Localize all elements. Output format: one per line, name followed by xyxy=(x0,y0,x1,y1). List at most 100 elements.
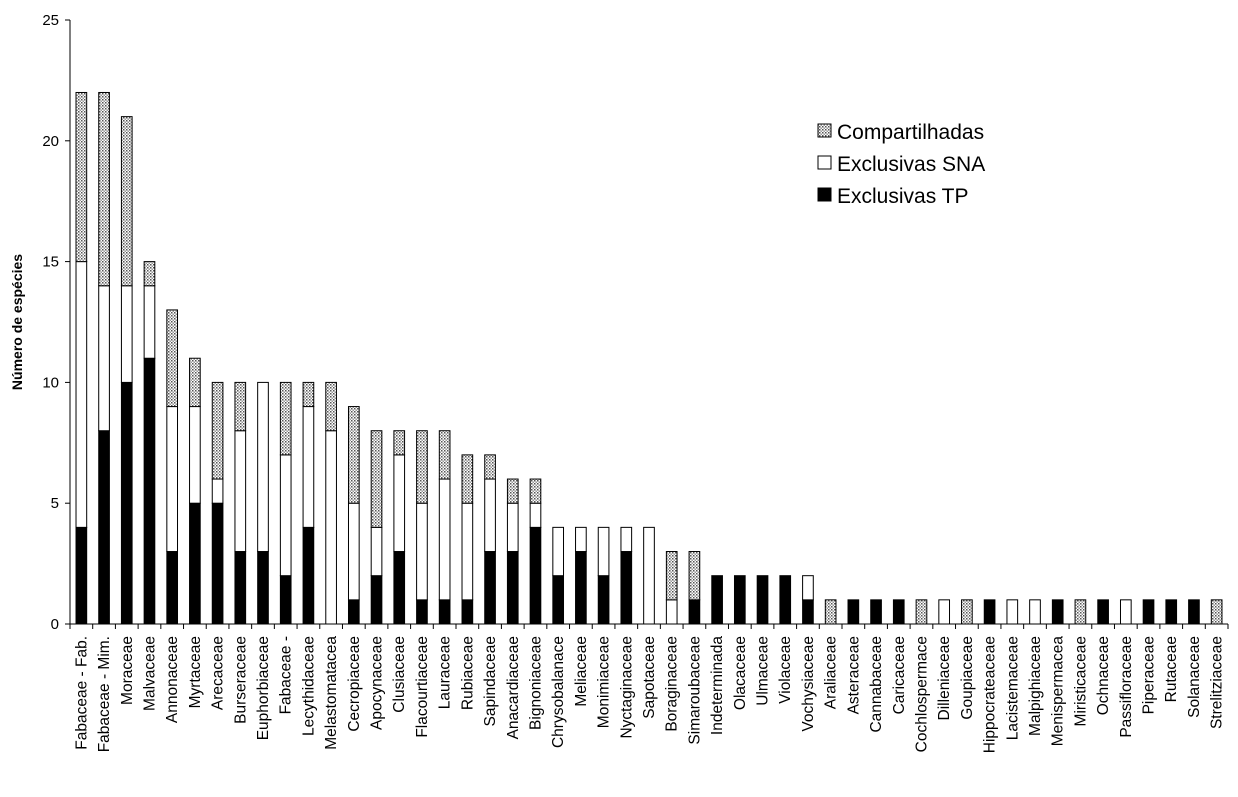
x-tick-label: Caricaceae xyxy=(891,636,908,714)
legend-label: Exclusivas SNA xyxy=(837,153,985,176)
bar-segment-exclusivas-sna xyxy=(1029,599,1041,625)
bar-segment-compartilhadas xyxy=(347,406,360,504)
bar-segment-exclusivas-sna xyxy=(257,381,269,553)
bar-segment-exclusivas-sna xyxy=(552,526,565,577)
x-tick-label: Myrtaceae xyxy=(187,636,204,708)
bar-segment-compartilhadas xyxy=(416,430,428,504)
bar-segment-compartilhadas xyxy=(279,381,292,456)
bar-segment-exclusivas-tp xyxy=(257,551,269,625)
bar-segment-exclusivas-sna xyxy=(75,261,88,528)
bar-segment-exclusivas-sna xyxy=(98,285,110,432)
bar-segment-exclusivas-tp xyxy=(416,599,428,625)
x-tick-label: Goupiaceae xyxy=(959,636,976,720)
legend-swatch xyxy=(817,123,832,138)
legend-swatch xyxy=(817,187,832,202)
bar-segment-exclusivas-tp xyxy=(461,599,474,625)
bar-segment-compartilhadas xyxy=(1074,599,1087,625)
bar-segment-exclusivas-tp xyxy=(234,551,247,625)
bar-segment-exclusivas-tp xyxy=(711,575,723,625)
x-tick-label: Hippocrateaceae xyxy=(982,636,999,753)
bar-segment-exclusivas-sna xyxy=(575,526,587,553)
x-tick-label: Malpighiaceae xyxy=(1027,636,1044,736)
bar-segment-exclusivas-tp xyxy=(983,599,996,625)
bar-segment-exclusivas-sna xyxy=(143,285,156,359)
legend-label: Exclusivas TP xyxy=(837,185,969,208)
bar-segment-exclusivas-sna xyxy=(1006,599,1019,625)
bar-segment-compartilhadas xyxy=(234,381,247,432)
x-tick-label: Olacaceae xyxy=(732,636,749,710)
x-tick-label: Moraceae xyxy=(119,636,136,705)
bar-segment-exclusivas-tp xyxy=(120,381,133,625)
x-tick-label: Boraginaceae xyxy=(664,636,681,732)
bar-segment-exclusivas-tp xyxy=(143,357,156,625)
x-tick-labels: Fabaceae - Fab. Fabaceae - Mim. Moraceae Ma… xyxy=(73,636,1225,754)
bar-segment-exclusivas-sna xyxy=(938,599,951,625)
x-tick-label: Fabaceae - xyxy=(278,636,295,714)
y-tick-label: 10 xyxy=(42,374,59,391)
bar-segment-compartilhadas xyxy=(393,430,406,456)
bar-segment-exclusivas-sna xyxy=(506,502,519,553)
x-tick-label: Nyctaginaceae xyxy=(618,636,635,739)
x-tick-label: Lauraceae xyxy=(437,636,454,709)
bar-segment-exclusivas-sna xyxy=(302,406,315,528)
bar-segment-exclusivas-tp xyxy=(575,551,587,625)
y-axis-label: Número de espécies xyxy=(9,254,25,390)
bar-segment-exclusivas-sna xyxy=(802,575,814,601)
bar-segment-compartilhadas xyxy=(1210,599,1223,625)
bar-segment-exclusivas-tp xyxy=(1142,599,1155,625)
x-tick-label: Vochysiaceae xyxy=(800,636,817,732)
x-tick-label: Meliaceae xyxy=(573,636,590,707)
x-tick-label: Asteraceae xyxy=(845,636,862,714)
bar-segment-exclusivas-tp xyxy=(802,599,814,625)
bar-segment-exclusivas-sna xyxy=(597,526,610,577)
bar-segment-exclusivas-sna xyxy=(325,430,337,625)
x-tick-label: Bignoniaceae xyxy=(527,636,544,730)
bar-segment-compartilhadas xyxy=(915,599,928,625)
bar-segment-exclusivas-tp xyxy=(870,599,882,625)
bar-segment-compartilhadas xyxy=(529,478,542,504)
x-tick-label: Malvaceae xyxy=(141,636,158,711)
bar-segment-compartilhadas xyxy=(325,381,337,432)
x-tick-label: Melastomatacea xyxy=(323,636,340,750)
bar-segment-exclusivas-tp xyxy=(279,575,292,625)
y-tick-label: 25 xyxy=(42,12,59,29)
x-tick-label: Miristicaceae xyxy=(1072,636,1089,726)
y-tick-label: 20 xyxy=(42,133,59,150)
bar-segment-exclusivas-tp xyxy=(370,575,383,625)
x-tick-label: Rutaceae xyxy=(1163,636,1180,702)
bar-segment-exclusivas-tp xyxy=(620,551,633,625)
bar-segment-exclusivas-tp xyxy=(506,551,519,625)
x-tick-label: Ochnaceae xyxy=(1095,636,1112,715)
bars xyxy=(75,91,1223,625)
bar-segment-exclusivas-tp xyxy=(484,551,496,625)
bar-segment-compartilhadas xyxy=(665,551,678,601)
bar-segment-compartilhadas xyxy=(166,309,179,408)
bar-segment-exclusivas-tp xyxy=(733,575,746,625)
bar-segment-exclusivas-sna xyxy=(1119,599,1132,625)
x-tick-label: Solanaceae xyxy=(1186,636,1203,718)
bar-segment-exclusivas-sna xyxy=(370,526,383,577)
bar-segment-exclusivas-tp xyxy=(779,575,792,625)
bar-segment-exclusivas-tp xyxy=(892,599,905,625)
x-tick-label: Fabaceae - Fab. xyxy=(73,636,90,750)
bar-segment-compartilhadas xyxy=(461,454,474,504)
bar-segment-exclusivas-sna xyxy=(189,406,201,504)
x-tick-label: Violaceae xyxy=(777,636,794,704)
bar-segment-exclusivas-sna xyxy=(166,406,179,553)
legend: Compartilhadas Exclusivas SNA Exclusivas T… xyxy=(817,121,985,208)
x-tick-label: Cannabaceae xyxy=(868,636,885,733)
bar-segment-exclusivas-tp xyxy=(211,502,224,625)
x-tick-label: Lacistemaceae xyxy=(1004,636,1021,740)
bar-segment-exclusivas-tp xyxy=(847,599,860,625)
bar-segment-compartilhadas xyxy=(302,381,315,408)
x-tick-label: Simaroubaceae xyxy=(686,636,703,745)
x-tick-label: Lecythidaceae xyxy=(300,636,317,736)
bar-segment-compartilhadas xyxy=(824,599,837,625)
bar-segment-exclusivas-sna xyxy=(620,526,633,553)
x-tick-label: Euphorbiaceae xyxy=(255,636,272,740)
bar-segment-exclusivas-tp xyxy=(189,502,201,625)
bar-segment-exclusivas-tp xyxy=(1165,599,1178,625)
x-tick-label: Clusiaceae xyxy=(391,636,408,713)
bar-segment-exclusivas-tp xyxy=(597,575,610,625)
x-tick-label: Flacourtiaceae xyxy=(414,636,431,738)
